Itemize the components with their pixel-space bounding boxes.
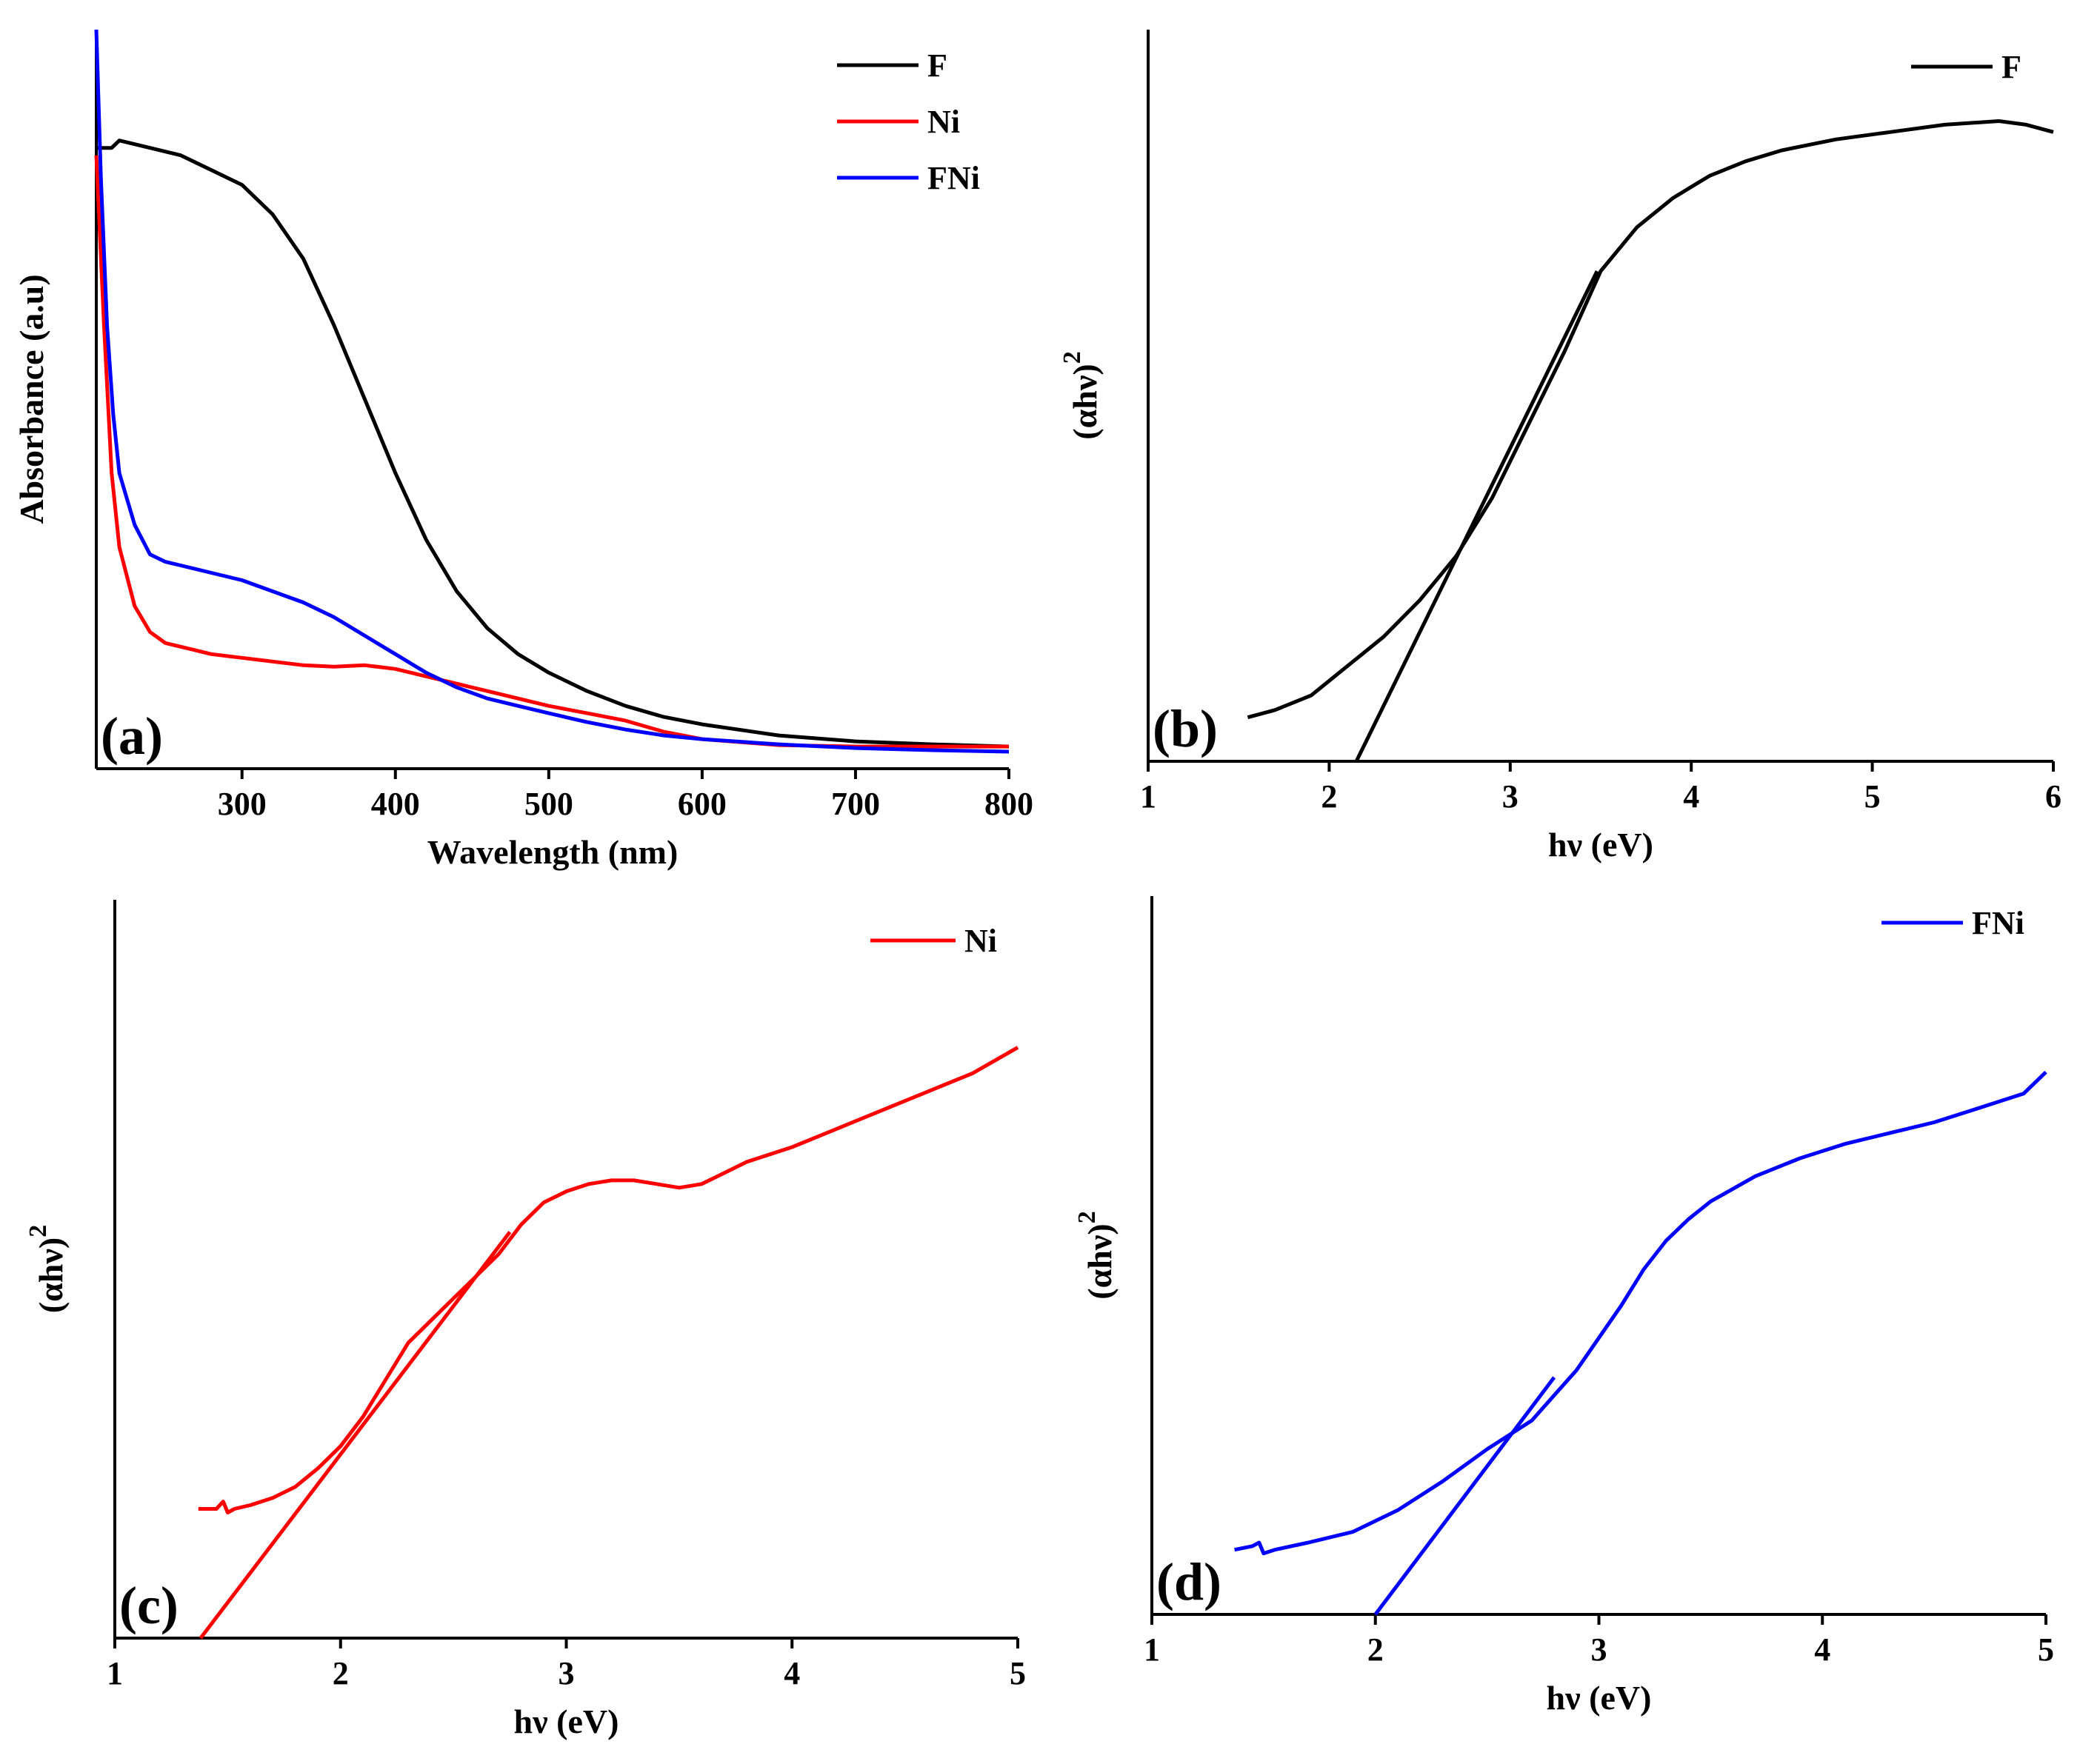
x-tick-label: 5 [2038, 1631, 2054, 1668]
series-line-f [96, 138, 1010, 749]
x-tick-label: 4 [1814, 1631, 1830, 1668]
x-tick-label: 6 [2045, 778, 2061, 815]
x-tick-label: 5 [1010, 1655, 1026, 1691]
fit-line [1354, 270, 1599, 763]
series-line-ni [198, 1046, 1019, 1514]
series-line-fni [1234, 1070, 2047, 1556]
fit-line [1373, 1376, 1556, 1616]
x-tick-label: 600 [678, 786, 727, 822]
panel-label: (b) [1153, 699, 1218, 758]
series-line-fni [94, 29, 1010, 754]
y-axis-title: (αhν)2 [1059, 351, 1104, 439]
x-tick-label: 500 [524, 786, 573, 822]
x-tick-label: 3 [559, 1655, 575, 1691]
x-tick-label: 300 [218, 786, 267, 822]
legend-label-f: F [2001, 49, 2021, 85]
x-tick-label: 2 [1321, 778, 1337, 815]
x-tick-label: 4 [1683, 778, 1699, 815]
x-tick-label: 4 [784, 1655, 800, 1691]
x-axis-title: hν (eV) [514, 1703, 619, 1740]
legend-label-ni: Ni [964, 923, 997, 959]
x-axis-title: hν (eV) [1548, 826, 1653, 863]
legend-label-f: F [927, 47, 947, 84]
panel-label: (c) [119, 1576, 179, 1635]
y-axis-title: Absorbance (a.u) [13, 274, 50, 524]
panel-c: 1 2 3 4 5 hν (eV) (αhν)2 Ni (c) [24, 900, 1026, 1740]
panel-label: (d) [1156, 1552, 1221, 1611]
x-axis-title: Wavelength (nm) [427, 833, 679, 871]
panel-a: 300 400 500 600 700 800 Wavelength (nm) Absorba… [13, 29, 1033, 871]
legend-label-ni: Ni [927, 104, 960, 140]
x-tick-label: 1 [1140, 778, 1156, 815]
y-axis-title-superscript: 2 [1059, 351, 1086, 364]
fit-line [199, 1231, 512, 1640]
series-line-ni [94, 155, 1009, 749]
y-axis-title-superscript: 2 [1073, 1211, 1101, 1223]
x-tick-label: 2 [1367, 1631, 1384, 1668]
legend-label-fni: FNi [927, 160, 980, 196]
legend-label-fni: FNi [1972, 905, 2024, 941]
panel-d: 1 2 3 4 5 hν (eV) (αhν)2 FNi (d) [1073, 896, 2054, 1717]
x-tick-label: 700 [831, 786, 880, 822]
series-line-f [1247, 119, 2054, 720]
y-axis-title-superscript: 2 [24, 1225, 52, 1237]
y-axis-title: (αhν)2 [24, 1225, 70, 1313]
panel-label: (a) [101, 706, 163, 766]
x-tick-label: 2 [333, 1655, 349, 1691]
x-tick-label: 1 [107, 1655, 123, 1691]
x-tick-label: 3 [1502, 778, 1519, 815]
x-tick-label: 5 [1864, 778, 1881, 815]
x-tick-label: 3 [1591, 1631, 1607, 1668]
x-tick-label: 400 [371, 786, 420, 822]
x-tick-label: 1 [1144, 1631, 1160, 1668]
panel-b: 1 2 3 4 5 6 hν (eV) (αhν)2 F (b) [1059, 30, 2061, 863]
x-axis-title: hν (eV) [1547, 1679, 1652, 1717]
x-tick-label: 800 [984, 786, 1033, 822]
y-axis-title: (αhν)2 [1073, 1211, 1119, 1299]
